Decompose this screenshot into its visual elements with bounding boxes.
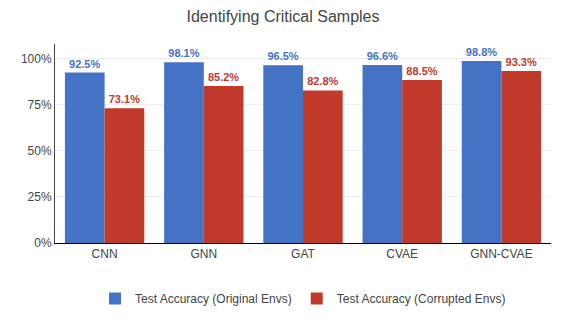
svg-text:Identifying Critical Samples: Identifying Critical Samples [187, 8, 380, 25]
svg-text:96.5%: 96.5% [267, 50, 298, 62]
svg-text:GNN-CVAE: GNN-CVAE [470, 247, 532, 261]
svg-text:Test Accuracy (Original Envs): Test Accuracy (Original Envs) [135, 292, 292, 306]
svg-text:88.5%: 88.5% [406, 65, 437, 77]
svg-text:CNN: CNN [92, 247, 118, 261]
svg-text:98.8%: 98.8% [466, 46, 497, 58]
svg-text:85.2%: 85.2% [208, 71, 239, 83]
svg-text:CVAE: CVAE [386, 247, 418, 261]
svg-text:82.8%: 82.8% [307, 75, 338, 87]
svg-text:GNN: GNN [190, 247, 217, 261]
svg-text:Test Accuracy (Corrupted Envs): Test Accuracy (Corrupted Envs) [337, 292, 506, 306]
svg-text:25%: 25% [28, 190, 52, 204]
svg-text:0%: 0% [34, 236, 52, 250]
svg-text:100%: 100% [21, 52, 52, 66]
svg-text:75%: 75% [28, 98, 52, 112]
svg-text:93.3%: 93.3% [506, 56, 537, 68]
svg-text:GAT: GAT [291, 247, 315, 261]
svg-text:98.1%: 98.1% [168, 47, 199, 59]
svg-text:50%: 50% [28, 144, 52, 158]
svg-text:92.5%: 92.5% [69, 58, 100, 70]
svg-text:96.6%: 96.6% [367, 50, 398, 62]
svg-text:73.1%: 73.1% [109, 93, 140, 105]
